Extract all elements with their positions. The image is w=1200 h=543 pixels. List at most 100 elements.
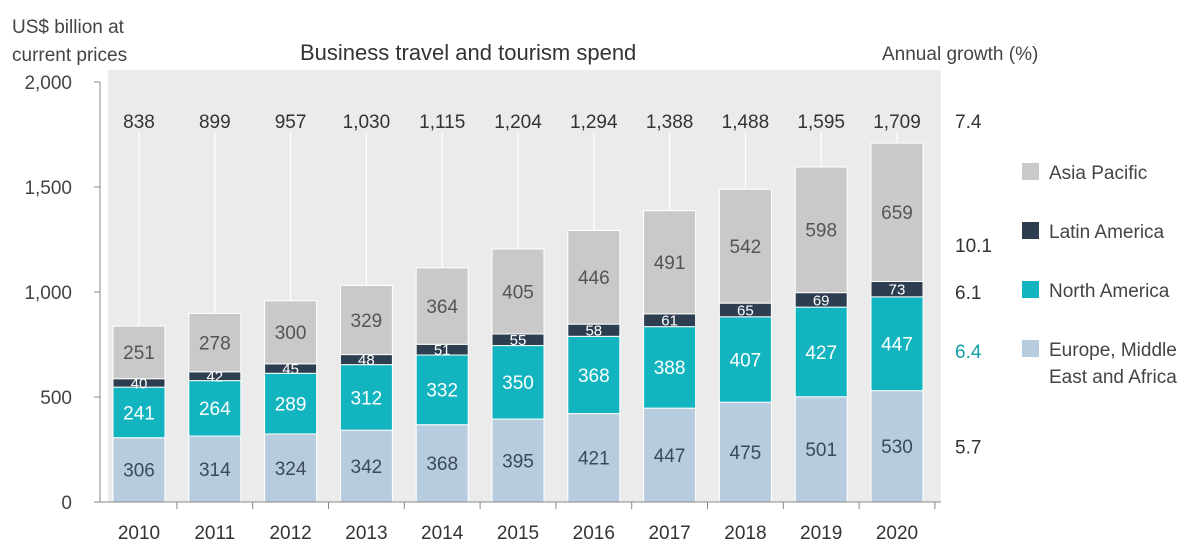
legend-label-emea: Europe, Middle East and Africa: [1049, 340, 1177, 388]
growth-label-latin-america: 6.1: [955, 283, 981, 304]
bar-value-label: 278: [199, 333, 231, 354]
bar-total-label: 1,115: [419, 112, 465, 133]
bar-value-label: 447: [654, 446, 686, 467]
bar-segment-europe-middle-east-and-africa-2015: [491, 418, 545, 503]
legend-label-latin-america: Latin America: [1049, 222, 1165, 243]
bar-segment-asia-pacific-2019: [794, 166, 848, 294]
x-tick-label: 2012: [269, 523, 311, 543]
legend-swatch-north-america: [1022, 281, 1039, 298]
legend-label-asia-pacific: Asia Pacific: [1049, 163, 1148, 184]
bar-segment-asia-pacific-2012: [264, 300, 318, 365]
bar-segment-asia-pacific-2010: [112, 325, 166, 380]
bar-segment-north-america-2017: [643, 326, 697, 409]
bar-segment-europe-middle-east-and-africa-2010: [112, 437, 166, 503]
bar-segment-north-america-2013: [339, 364, 393, 431]
bar-value-label: 289: [275, 394, 307, 415]
legend-item-north-america: North America: [1022, 278, 1189, 305]
bar-value-label: 407: [730, 350, 762, 371]
bar-value-label: 530: [881, 437, 913, 458]
x-tick-label: 2010: [118, 523, 160, 543]
x-tick-label: 2014: [421, 523, 464, 543]
bar-segment-asia-pacific-2016: [567, 229, 621, 325]
x-tick-label: 2018: [724, 523, 766, 543]
x-tick-label: 2020: [876, 523, 918, 543]
x-tick-label: 2013: [345, 523, 387, 543]
bar-segment-asia-pacific-2014: [415, 267, 469, 345]
legend-swatch-emea: [1022, 340, 1039, 357]
bar-value-label: 58: [585, 323, 602, 340]
bar-total-label: 838: [123, 112, 155, 133]
bar-value-label: 42: [206, 369, 223, 386]
bar-value-label: 48: [358, 352, 375, 369]
bar-segment-europe-middle-east-and-africa-2013: [339, 429, 393, 503]
bar-value-label: 314: [199, 460, 231, 481]
bar-value-label: 40: [131, 375, 148, 392]
bar-value-label: 659: [881, 203, 913, 224]
bar-segment-europe-middle-east-and-africa-2020: [870, 390, 924, 503]
bar-total-label: 899: [199, 112, 231, 133]
bar-value-label: 300: [275, 323, 307, 344]
bar-value-label: 475: [730, 443, 762, 464]
bar-total-label: 1,595: [797, 112, 845, 133]
bar-value-label: 61: [661, 313, 678, 330]
bar-value-label: 306: [123, 461, 155, 482]
bar-value-label: 491: [654, 253, 686, 274]
bar-segment-asia-pacific-2013: [339, 284, 393, 356]
bar-segment-asia-pacific-2018: [718, 188, 772, 304]
growth-label-north-america: 6.4: [955, 342, 982, 363]
legend-item-emea: Europe, Middle East and Africa: [1022, 337, 1189, 391]
bar-total-label: 1,488: [722, 112, 770, 133]
y-tick-label: 500: [40, 388, 72, 409]
bar-value-label: 447: [881, 335, 913, 356]
legend-swatch-latin-america: [1022, 222, 1039, 239]
bar-total-label: 1,030: [343, 112, 391, 133]
bar-total-label: 1,294: [570, 112, 618, 133]
y-tick-label: 0: [61, 493, 72, 514]
bar-segment-europe-middle-east-and-africa-2011: [188, 435, 242, 503]
annual-growth-header: Annual growth (%): [882, 44, 1039, 65]
bar-segment-north-america-2015: [491, 345, 545, 420]
legend-label-north-america: North America: [1049, 281, 1170, 302]
x-tick-label: 2019: [800, 523, 842, 543]
bar-segment-asia-pacific-2020: [870, 142, 924, 282]
bar-value-label: 51: [434, 342, 451, 359]
bar-value-label: 405: [502, 282, 534, 303]
bar-total-label: 1,204: [494, 112, 542, 133]
y-axis-unit-label: US$ billion at current prices: [12, 17, 128, 66]
bar-value-label: 421: [578, 449, 610, 470]
bar-segment-europe-middle-east-and-africa-2016: [567, 413, 621, 503]
bar-segment-europe-middle-east-and-africa-2012: [264, 433, 318, 503]
bar-segment-north-america-2020: [870, 296, 924, 392]
bar-value-label: 388: [654, 358, 686, 379]
chart-title: Business travel and tourism spend: [300, 40, 637, 65]
legend-swatch-asia-pacific: [1022, 163, 1039, 180]
bar-segment-asia-pacific-2011: [188, 312, 242, 373]
legend-item-latin-america: Latin America: [1022, 219, 1189, 246]
bar-value-label: 395: [502, 451, 534, 472]
x-tick-label: 2011: [194, 523, 235, 543]
bar-segment-north-america-2011: [188, 380, 242, 437]
bar-value-label: 324: [275, 459, 307, 480]
y-tick-label: 1,000: [24, 283, 72, 304]
bar-value-label: 65: [737, 302, 754, 319]
bar-value-label: 329: [351, 311, 383, 332]
bar-segment-asia-pacific-2017: [643, 210, 697, 315]
bar-total-label: 1,709: [873, 112, 921, 133]
bar-value-label: 368: [578, 366, 610, 387]
bar-total-label: 1,388: [646, 112, 694, 133]
bar-value-label: 598: [805, 221, 837, 242]
bar-value-label: 264: [199, 399, 231, 420]
bar-value-label: 364: [426, 297, 458, 318]
y-tick-label: 2,000: [24, 73, 72, 94]
bar-value-label: 427: [805, 343, 837, 364]
bar-value-label: 368: [426, 454, 458, 475]
growth-label-europe-middle-east-and-africa: 5.7: [955, 437, 981, 458]
bar-value-label: 501: [805, 440, 837, 461]
bar-value-label: 45: [282, 361, 299, 378]
bar-value-label: 542: [730, 237, 762, 258]
growth-label-asia-pacific: 10.1: [955, 236, 992, 257]
legend-item-asia-pacific: Asia Pacific: [1022, 160, 1189, 187]
bar-segment-north-america-2019: [794, 306, 848, 398]
bar-value-label: 73: [889, 282, 906, 299]
